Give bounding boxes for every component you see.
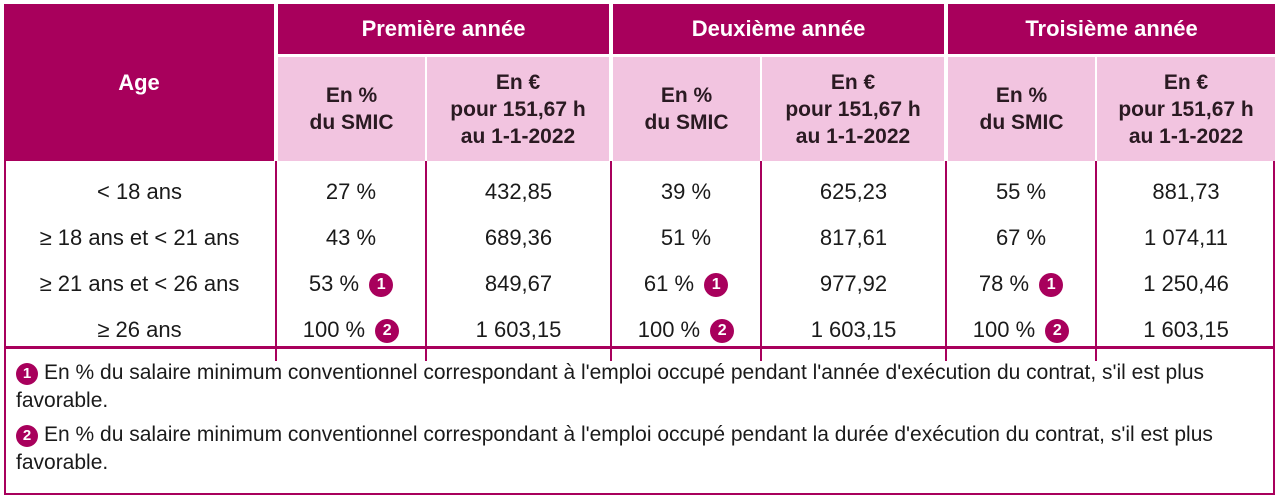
age-cell: < 18 ans xyxy=(96,179,182,204)
header-year-2: Deuxième année xyxy=(611,4,949,56)
footnote-2-badge: 2 xyxy=(375,319,400,343)
pct-cell: 39 % xyxy=(610,161,761,215)
header-pct-2: En % du SMIC xyxy=(611,54,762,161)
eur-cell: 432,85 xyxy=(425,161,611,215)
pct-cell: 61 % 1 xyxy=(610,261,761,307)
header-age: Age xyxy=(4,4,278,161)
eur-cell: 1 074,11 xyxy=(1095,215,1276,261)
table-row: ≥ 26 ans 100 % 2 1 603,15 100 % 2 1 603,… xyxy=(4,307,1276,361)
footnote-2: 2 En % du salaire minimum conventionnel c… xyxy=(16,421,1263,477)
eur-cell: 1 603,15 xyxy=(425,307,611,361)
pct-cell: 43 % xyxy=(275,215,426,261)
eur-cell: 849,67 xyxy=(425,261,611,307)
pct-cell: 51 % xyxy=(610,215,761,261)
age-cell: ≥ 21 ans et < 26 ans xyxy=(39,271,240,296)
table-row: ≥ 21 ans et < 26 ans 53 % 1 849,67 61 % … xyxy=(4,261,1276,307)
eur-cell: 1 603,15 xyxy=(1095,307,1276,361)
pct-cell: 53 % 1 xyxy=(275,261,426,307)
header-eur-2: En € pour 151,67 h au 1-1-2022 xyxy=(761,54,949,161)
footnote-1-text: En % du salaire minimum conventionnel co… xyxy=(16,361,1205,412)
pct-cell: 100 % 2 xyxy=(945,307,1097,361)
header-pct-1: En % du SMIC xyxy=(276,54,427,161)
eur-cell: 817,61 xyxy=(759,215,947,261)
footnote-1-badge: 1 xyxy=(1039,273,1064,297)
header-year-3: Troisième année xyxy=(946,4,1276,56)
apprentice-salary-table: Age Première année Deuxième année Troisi… xyxy=(4,4,1276,361)
pct-cell: 27 % xyxy=(275,161,426,215)
pct-cell: 100 % 2 xyxy=(610,307,761,361)
pct-cell: 78 % 1 xyxy=(945,261,1097,307)
footnote-1: 1 En % du salaire minimum conventionnel c… xyxy=(16,359,1263,415)
footnote-2-marker: 2 xyxy=(16,425,38,447)
table-row: < 18 ans 27 % 432,85 39 % 625,23 55 % 88… xyxy=(4,161,1276,215)
age-cell: ≥ 18 ans et < 21 ans xyxy=(39,225,240,250)
footnote-2-badge: 2 xyxy=(1045,319,1070,343)
footnote-2-text: En % du salaire minimum conventionnel co… xyxy=(16,423,1213,474)
table-row: ≥ 18 ans et < 21 ans 43 % 689,36 51 % 81… xyxy=(4,215,1276,261)
eur-cell: 1 603,15 xyxy=(759,307,947,361)
eur-cell: 625,23 xyxy=(759,161,947,215)
eur-cell: 881,73 xyxy=(1095,161,1276,215)
footnotes: 1 En % du salaire minimum conventionnel c… xyxy=(6,346,1273,493)
header-year-1: Première année xyxy=(276,4,613,56)
footnote-2-badge: 2 xyxy=(710,319,735,343)
pct-cell: 67 % xyxy=(945,215,1097,261)
header-eur-3: En € pour 151,67 h au 1-1-2022 xyxy=(1096,54,1276,161)
footnote-1-marker: 1 xyxy=(16,363,38,385)
pct-cell: 100 % 2 xyxy=(275,307,426,361)
header-eur-1: En € pour 151,67 h au 1-1-2022 xyxy=(426,54,613,161)
eur-cell: 1 250,46 xyxy=(1095,261,1276,307)
footnote-1-badge: 1 xyxy=(704,273,729,297)
age-cell: ≥ 26 ans xyxy=(97,317,182,342)
eur-cell: 689,36 xyxy=(425,215,611,261)
header-pct-3: En % du SMIC xyxy=(946,54,1098,161)
footnote-1-badge: 1 xyxy=(369,273,394,297)
eur-cell: 977,92 xyxy=(759,261,947,307)
pct-cell: 55 % xyxy=(945,161,1097,215)
